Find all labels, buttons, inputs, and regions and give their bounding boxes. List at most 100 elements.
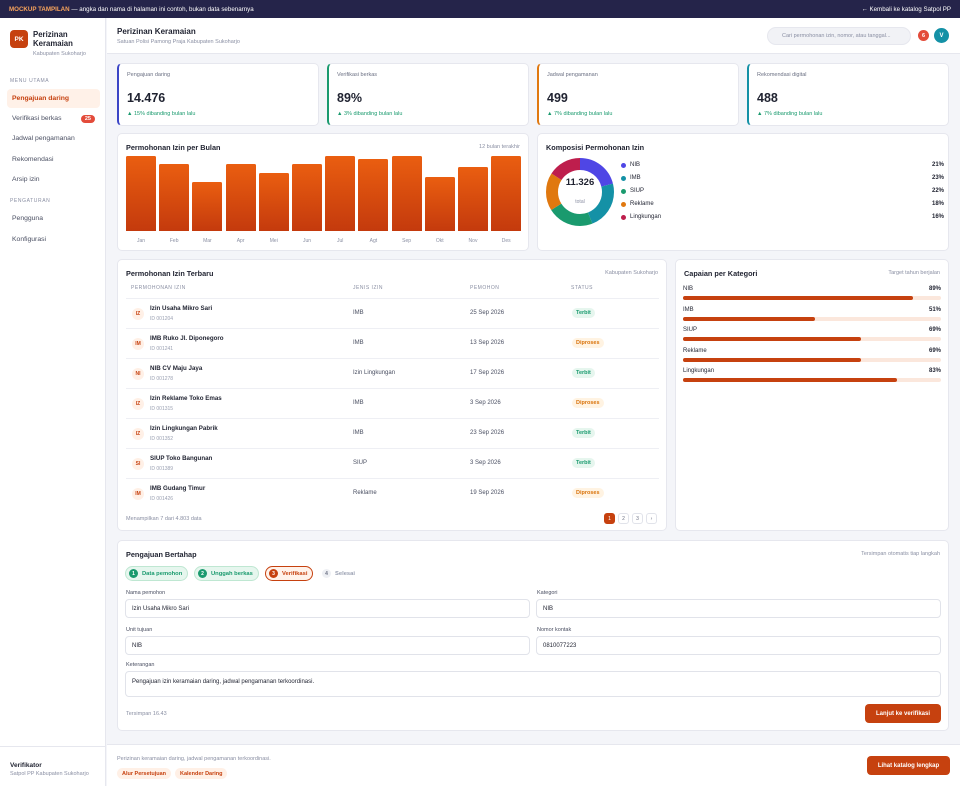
stat-card-pengajuan-daring: Pengajuan daring 14.476 ▲ 15% dibanding … xyxy=(117,63,319,126)
permit-name: Izin Lingkungan Pabrik xyxy=(150,425,218,432)
legend-swatch xyxy=(621,214,626,220)
keterangan-textarea[interactable]: Pengajuan izin keramaian daring, jadwal … xyxy=(125,671,941,697)
category-name: SIUP xyxy=(683,327,698,333)
bar-des[interactable] xyxy=(491,156,522,231)
submit-verification-button[interactable]: Lanjut ke verifikasi xyxy=(865,704,941,723)
notification-badge[interactable]: 6 xyxy=(918,30,929,41)
permit-date: 13 Sep 2026 xyxy=(470,340,505,346)
stat-change: ▲ 7% dibanding bulan lalu xyxy=(547,111,613,117)
stat-card-jadwal-pengamanan: Jadwal pengamanan 499 ▲ 7% dibanding bul… xyxy=(537,63,739,126)
x-tick-label: Mei xyxy=(269,238,278,244)
brand[interactable]: PK Perizinan Keramaian Kabupaten Sukohar… xyxy=(10,30,89,57)
bar-jan[interactable] xyxy=(126,156,156,231)
view-catalog-button[interactable]: Lihat katalog lengkap xyxy=(867,756,950,775)
nama-pemohon-field[interactable]: Izin Usaha Mikro Sari xyxy=(125,599,530,618)
sidebar-item-konfigurasi[interactable]: Konfigurasi xyxy=(7,230,100,249)
legend-item-imb[interactable]: IMB 23% xyxy=(621,173,944,183)
table-row[interactable]: IZ Izin Lingkungan Pabrik ID 001352 IMB 23 S… xyxy=(126,418,659,448)
status-badge: Terbit xyxy=(572,308,595,318)
slice-reklame[interactable] xyxy=(546,158,614,226)
nomor-kontak-field[interactable]: 0810077223 xyxy=(536,636,941,655)
nomor-kontak-label: Nomor kontak xyxy=(537,627,572,633)
monthly-chart-card: Permohonan Izin per Bulan 12 bulan terak… xyxy=(117,133,529,251)
sidebar-item-label: Konfigurasi xyxy=(12,236,47,243)
legend-item-reklame[interactable]: Reklame 18% xyxy=(621,199,944,209)
stat-change: ▲ 15% dibanding bulan lalu xyxy=(127,111,196,117)
bar-apr[interactable] xyxy=(225,163,256,231)
back-to-catalog-link[interactable]: ← Kembali ke katalog Satpol PP xyxy=(861,5,951,13)
sidebar-item-label: Rekomendasi xyxy=(12,156,54,163)
permit-id: ID 001426 xyxy=(150,496,174,502)
page-2-button[interactable]: 2 xyxy=(618,513,629,524)
sidebar: PK Perizinan Keramaian Kabupaten Sukohar… xyxy=(0,18,106,786)
sidebar-item-label: Verifikasi berkas xyxy=(12,115,62,122)
unit-tujuan-field[interactable]: NIB xyxy=(125,636,530,655)
legend-label: NIB xyxy=(630,162,641,168)
page-1-button[interactable]: 1 xyxy=(604,513,615,524)
table-row[interactable]: SI SIUP Toko Bangunan ID 001389 SIUP 3 Sep 2… xyxy=(126,448,659,478)
legend-item-lingkungan[interactable]: Lingkungan 16% xyxy=(621,212,944,222)
app-title: Perizinan Keramaian xyxy=(33,30,73,49)
composition-chart-card: Komposisi Permohonan Izin 11.326 total N… xyxy=(537,133,949,251)
column-header[interactable]: JENIS IZIN xyxy=(353,285,384,291)
step-unggah-berkas[interactable]: 2 Unggah berkas xyxy=(194,566,259,581)
legend-item-siup[interactable]: SIUP 22% xyxy=(621,186,944,196)
column-header[interactable]: PERMOHONAN IZIN xyxy=(131,285,186,291)
category-percentage: 69% xyxy=(928,347,941,354)
chip-alur-persetujuan[interactable]: Alur Persetujuan xyxy=(117,768,172,779)
stat-card-rekomendasi-digital: Rekomendasi digital 488 ▲ 7% dibanding b… xyxy=(747,63,949,126)
sidebar-item-pengajuan-daring[interactable]: Pengajuan daring xyxy=(7,89,100,108)
bar-mar[interactable] xyxy=(192,182,223,231)
permit-type: Reklame xyxy=(353,490,377,496)
permit-id: ID 001278 xyxy=(150,376,174,382)
sidebar-item-pengguna[interactable]: Pengguna xyxy=(7,209,100,228)
next-page-button[interactable]: › xyxy=(646,513,657,524)
sidebar-item-rekomendasi[interactable]: Rekomendasi xyxy=(7,150,100,169)
step-number: 1 xyxy=(129,569,138,578)
bar-jun[interactable] xyxy=(292,164,322,231)
bar-feb[interactable] xyxy=(159,164,190,231)
column-header[interactable]: STATUS xyxy=(571,285,593,291)
page-3-button[interactable]: 3 xyxy=(632,513,643,524)
search-input[interactable] xyxy=(767,27,911,45)
progress-fill xyxy=(683,316,815,321)
sidebar-item-label: Pengajuan daring xyxy=(12,95,70,102)
bar-sep[interactable] xyxy=(391,156,422,231)
table-row[interactable]: IM IMB Ruko Jl. Diponegoro ID 001241 IMB 13 … xyxy=(126,328,659,358)
table-row[interactable]: IZ Izin Usaha Mikro Sari ID 001204 IMB 25 Se… xyxy=(126,298,659,328)
banner-text: MOCKUP TAMPILAN — angka dan nama di hala… xyxy=(9,6,254,13)
sidebar-item-jadwal-pengamanan[interactable]: Jadwal pengamanan xyxy=(7,129,100,148)
table-row[interactable]: IM IMB Gudang Timur ID 001426 Reklame 19 Sep… xyxy=(126,478,659,508)
slice-lingkungan[interactable] xyxy=(546,158,614,226)
x-tick-label: Jun xyxy=(302,238,312,244)
sidebar-item-arsip-izin[interactable]: Arsip izin xyxy=(7,170,100,189)
banner-tag: MOCKUP TAMPILAN xyxy=(9,5,70,13)
stat-card-verifikasi-berkas: Verifikasi berkas 89% ▲ 3% dibanding bul… xyxy=(327,63,529,126)
page-footer: Perizinan keramaian daring, jadwal penga… xyxy=(107,744,960,786)
chip-kalender-daring[interactable]: Kalender Daring xyxy=(175,768,228,779)
permit-type: SIUP xyxy=(353,460,368,466)
bar-okt[interactable] xyxy=(424,177,455,231)
avatar[interactable]: V xyxy=(934,28,949,43)
step-data-pemohon[interactable]: 1 Data pemohon xyxy=(125,566,189,581)
step-verifikasi[interactable]: 3 Verifikasi xyxy=(265,566,314,581)
sidebar-item-label: Pengguna xyxy=(12,215,43,222)
bar-jul[interactable] xyxy=(325,156,356,231)
column-header[interactable]: PEMOHON xyxy=(470,285,500,291)
legend-item-nib[interactable]: NIB 21% xyxy=(621,160,944,170)
kategori-field[interactable]: NIB xyxy=(536,599,941,618)
sidebar-item-verifikasi-berkas[interactable]: Verifikasi berkas 25 xyxy=(7,109,100,128)
legend-percentage: 22% xyxy=(931,188,944,194)
bar-nov[interactable] xyxy=(458,166,488,231)
table-row[interactable]: IZ Izin Reklame Toko Emas ID 001315 IMB 3 Se… xyxy=(126,388,659,418)
permit-initials-icon: IM xyxy=(132,338,144,350)
permit-initials-icon: IM xyxy=(132,488,144,500)
bar-mei[interactable] xyxy=(258,172,289,231)
permit-initials-icon: IZ xyxy=(132,398,144,410)
slice-siup[interactable] xyxy=(546,158,614,226)
bar-agt[interactable] xyxy=(358,159,389,231)
slice-imb[interactable] xyxy=(546,158,614,226)
stat-change: ▲ 7% dibanding bulan lalu xyxy=(757,111,823,117)
step-selesai[interactable]: 4 Selesai xyxy=(319,566,360,581)
table-row[interactable]: NI NIB CV Maju Jaya ID 001278 Izin Lingkung… xyxy=(126,358,659,388)
